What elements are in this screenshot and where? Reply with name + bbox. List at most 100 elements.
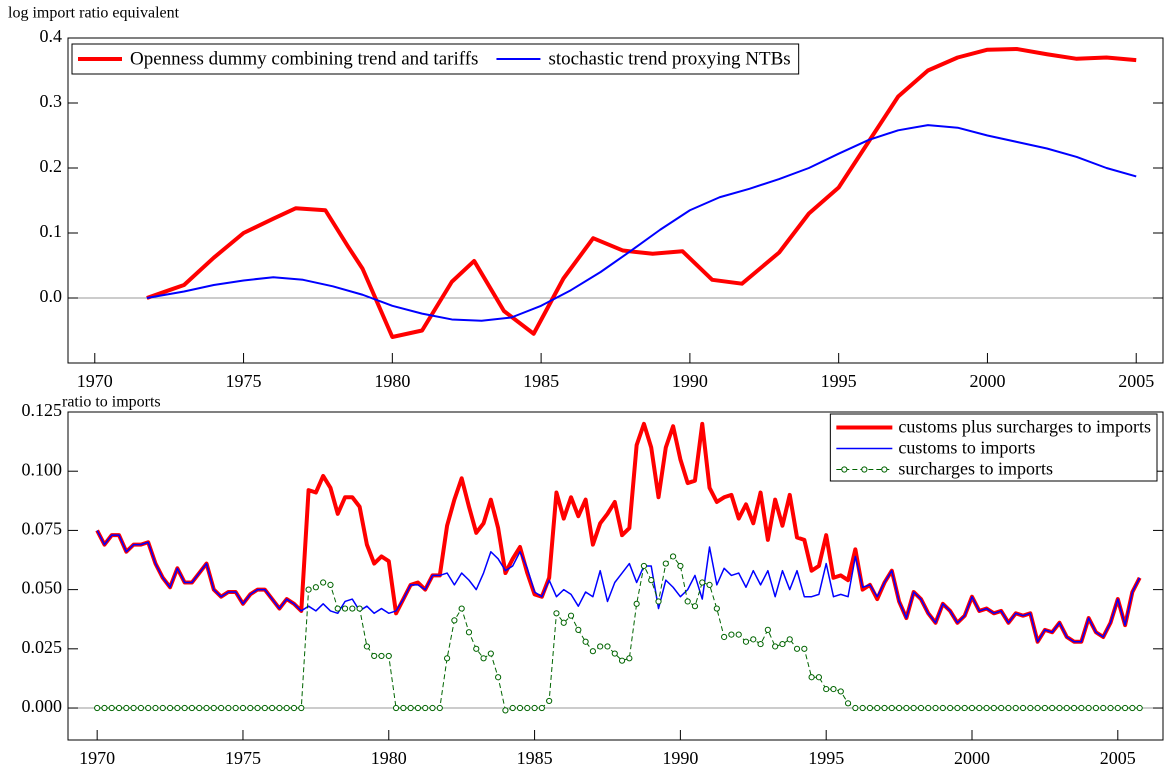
series-marker [247, 704, 254, 712]
y-tick-label: 0.4 [40, 26, 63, 46]
series-marker [480, 655, 487, 662]
series-marker [305, 586, 312, 593]
series-marker [283, 704, 290, 712]
series-marker [436, 704, 443, 712]
series-marker [166, 704, 174, 712]
x-tick-label: 1975 [226, 371, 262, 391]
plot-frame [67, 411, 1164, 741]
series-marker [633, 600, 640, 607]
series-marker [721, 633, 728, 641]
series-marker [546, 697, 553, 705]
series-marker [903, 704, 910, 712]
series-line [146, 124, 1137, 322]
series-marker [954, 704, 961, 712]
series-marker [429, 704, 436, 712]
x-tick-label: 1980 [371, 748, 407, 768]
series-marker [276, 704, 283, 712]
series-marker [495, 674, 502, 681]
series-marker [910, 704, 917, 712]
series-marker [815, 674, 822, 681]
series-marker [589, 648, 597, 655]
series-marker [830, 685, 837, 693]
series-marker [181, 704, 188, 712]
series-marker [232, 704, 239, 712]
y-tick-label: 0.050 [22, 578, 63, 598]
series-marker [174, 704, 181, 712]
series-marker [801, 645, 808, 652]
series-marker [852, 704, 859, 712]
series-marker [465, 629, 473, 636]
series-marker [203, 704, 210, 712]
series-marker [1070, 704, 1078, 712]
y-tick-label: 0.000 [22, 696, 63, 716]
series-marker [400, 704, 407, 712]
series-line [96, 530, 1141, 643]
series-marker [392, 704, 400, 712]
series-marker [239, 704, 247, 712]
series-line [146, 47, 1137, 339]
series-marker [130, 704, 137, 712]
series-marker [385, 652, 392, 660]
legend: Openness dummy combining trend and tarif… [71, 43, 800, 75]
series-marker [888, 704, 895, 712]
series-marker [145, 704, 152, 712]
series-marker [414, 704, 422, 712]
series-marker [844, 700, 852, 707]
plot-frame [67, 37, 1164, 364]
series-marker [1085, 704, 1092, 712]
series-marker [837, 688, 844, 695]
legend-marker [841, 466, 848, 473]
series-marker [473, 645, 480, 652]
series-marker [1019, 704, 1027, 712]
series-marker [217, 704, 225, 712]
series-marker [750, 636, 757, 643]
series-marker [786, 636, 793, 643]
legend-marker [861, 466, 868, 473]
series-marker [881, 704, 888, 712]
series-marker [210, 704, 217, 712]
x-tick-label: 1995 [808, 748, 844, 768]
x-tick-label: 2000 [954, 748, 990, 768]
series-marker [968, 704, 976, 712]
series-marker [1041, 704, 1048, 712]
series-marker [640, 562, 648, 570]
x-tick-label: 1990 [672, 371, 708, 391]
series-marker [327, 581, 334, 588]
series-marker [334, 605, 341, 612]
x-tick-label: 1995 [821, 371, 857, 391]
series-marker [1129, 704, 1136, 712]
series-marker [553, 610, 560, 617]
series-marker [1063, 704, 1070, 712]
series-marker [115, 704, 123, 712]
legend-frame [71, 43, 800, 75]
legend: customs plus surcharges to importscustom… [829, 413, 1158, 482]
series-marker [159, 704, 166, 712]
series-marker [713, 605, 720, 612]
series-marker [976, 704, 983, 712]
series-marker [669, 553, 677, 560]
series-marker [290, 704, 298, 712]
series-marker [618, 657, 626, 664]
series-marker [407, 704, 414, 712]
legend-label: stochastic trend proxying NTBs [548, 48, 790, 69]
y-tick-label: 0.2 [40, 156, 63, 176]
series-marker [1100, 704, 1107, 712]
y-tick-label: 0.100 [22, 459, 63, 479]
series-marker [538, 704, 545, 712]
series-marker [341, 605, 349, 612]
x-tick-label: 1985 [523, 371, 559, 391]
series-marker [458, 605, 465, 612]
legend-marker [881, 466, 888, 473]
y-tick-label: 0.025 [22, 637, 63, 657]
series-marker [531, 704, 538, 712]
series-marker [516, 704, 524, 712]
series-marker [1005, 704, 1012, 712]
series-marker [422, 704, 429, 712]
series-line [97, 555, 1140, 711]
legend-label: customs plus surcharges to imports [898, 417, 1151, 437]
x-tick-label: 1975 [225, 748, 261, 768]
series-marker [1092, 704, 1100, 712]
series-marker [1056, 704, 1063, 712]
series-marker [757, 640, 764, 648]
x-tick-label: 2005 [1100, 748, 1136, 768]
